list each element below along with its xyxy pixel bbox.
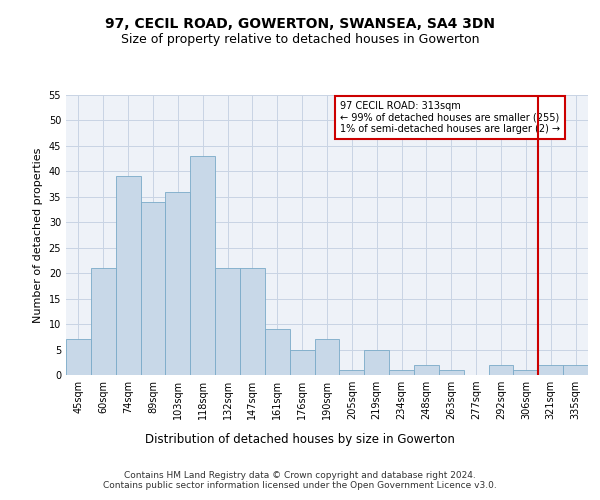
Text: Distribution of detached houses by size in Gowerton: Distribution of detached houses by size … <box>145 432 455 446</box>
Text: Size of property relative to detached houses in Gowerton: Size of property relative to detached ho… <box>121 32 479 46</box>
Text: Contains HM Land Registry data © Crown copyright and database right 2024.
Contai: Contains HM Land Registry data © Crown c… <box>103 470 497 490</box>
Bar <box>91 268 116 375</box>
Text: 97 CECIL ROAD: 313sqm
← 99% of detached houses are smaller (255)
1% of semi-deta: 97 CECIL ROAD: 313sqm ← 99% of detached … <box>340 100 560 134</box>
Bar <box>140 202 166 375</box>
Text: 97, CECIL ROAD, GOWERTON, SWANSEA, SA4 3DN: 97, CECIL ROAD, GOWERTON, SWANSEA, SA4 3… <box>105 18 495 32</box>
Bar <box>66 340 91 375</box>
Bar <box>265 329 290 375</box>
Bar <box>563 365 588 375</box>
Bar <box>514 370 538 375</box>
Bar <box>215 268 240 375</box>
Bar <box>166 192 190 375</box>
Bar <box>364 350 389 375</box>
Bar <box>538 365 563 375</box>
Bar <box>116 176 140 375</box>
Bar <box>340 370 364 375</box>
Bar <box>314 340 340 375</box>
Y-axis label: Number of detached properties: Number of detached properties <box>33 148 43 322</box>
Bar <box>389 370 414 375</box>
Bar <box>240 268 265 375</box>
Bar <box>488 365 514 375</box>
Bar <box>439 370 464 375</box>
Bar <box>190 156 215 375</box>
Bar <box>414 365 439 375</box>
Bar <box>290 350 314 375</box>
